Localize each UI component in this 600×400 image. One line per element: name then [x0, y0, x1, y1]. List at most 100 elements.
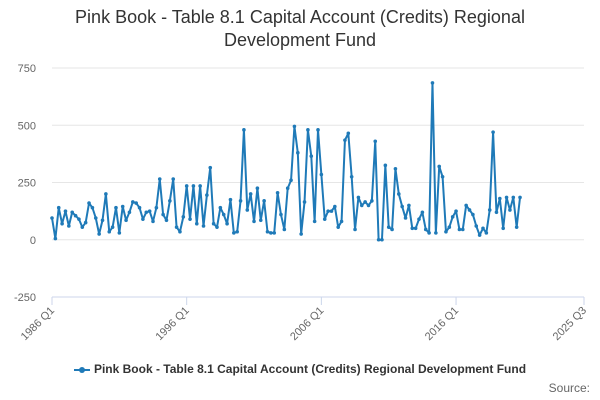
data-point[interactable] [504, 195, 509, 200]
data-point[interactable] [518, 195, 522, 200]
data-point[interactable] [454, 209, 458, 213]
data-point[interactable] [450, 215, 455, 219]
data-point[interactable] [242, 128, 246, 132]
data-point[interactable] [299, 232, 303, 236]
data-point[interactable] [144, 210, 149, 215]
data-point[interactable] [205, 193, 209, 197]
data-point[interactable] [87, 201, 91, 205]
data-point[interactable] [218, 205, 223, 210]
data-point[interactable] [413, 226, 418, 231]
data-point[interactable] [117, 231, 122, 235]
data-point[interactable] [447, 225, 452, 229]
data-point[interactable] [403, 216, 408, 220]
data-point[interactable] [285, 186, 290, 191]
data-point[interactable] [474, 224, 479, 228]
data-point[interactable] [80, 225, 85, 229]
data-point[interactable] [70, 210, 74, 215]
data-point[interactable] [151, 219, 155, 224]
data-point[interactable] [97, 232, 101, 236]
data-point[interactable] [107, 229, 112, 234]
data-point[interactable] [491, 130, 495, 134]
data-point[interactable] [336, 225, 341, 229]
data-point[interactable] [154, 205, 159, 210]
data-point[interactable] [269, 231, 273, 235]
data-point[interactable] [407, 203, 411, 208]
data-point[interactable] [457, 227, 462, 232]
data-point[interactable] [141, 217, 145, 221]
data-point[interactable] [252, 219, 256, 224]
data-point[interactable] [400, 204, 404, 209]
data-point[interactable] [471, 212, 475, 217]
data-point[interactable] [211, 221, 216, 226]
data-point[interactable] [255, 186, 260, 191]
data-point[interactable] [184, 184, 189, 188]
data-point[interactable] [120, 204, 125, 209]
data-point[interactable] [393, 166, 398, 171]
data-point[interactable] [444, 229, 448, 234]
data-point[interactable] [188, 217, 192, 221]
data-point[interactable] [423, 227, 428, 232]
data-point[interactable] [215, 225, 219, 229]
data-point[interactable] [245, 208, 250, 212]
data-point[interactable] [370, 199, 374, 203]
data-point[interactable] [53, 236, 58, 241]
data-point[interactable] [322, 217, 327, 221]
data-point[interactable] [77, 217, 81, 221]
data-point[interactable] [73, 213, 78, 218]
data-point[interactable] [258, 218, 263, 223]
data-point[interactable] [427, 231, 431, 235]
data-point[interactable] [279, 212, 283, 217]
data-point[interactable] [296, 150, 300, 155]
data-point[interactable] [282, 227, 287, 232]
data-point[interactable] [90, 205, 95, 210]
data-point[interactable] [178, 229, 182, 234]
data-point[interactable] [386, 225, 391, 229]
data-point[interactable] [467, 208, 472, 212]
data-point[interactable] [339, 219, 344, 224]
data-point[interactable] [171, 177, 176, 181]
data-point[interactable] [137, 205, 142, 210]
data-point[interactable] [366, 203, 371, 208]
data-point[interactable] [67, 224, 71, 228]
data-point[interactable] [376, 237, 381, 242]
data-point[interactable] [312, 219, 317, 224]
data-point[interactable] [272, 231, 277, 235]
data-point[interactable] [397, 192, 401, 196]
data-point[interactable] [380, 237, 384, 242]
legend[interactable]: Pink Book - Table 8.1 Capital Account (C… [0, 362, 600, 376]
data-point[interactable] [194, 221, 199, 226]
data-point[interactable] [60, 221, 64, 226]
data-point[interactable] [174, 225, 179, 229]
data-point[interactable] [198, 184, 202, 188]
data-point[interactable] [228, 197, 233, 202]
data-point[interactable] [487, 208, 492, 212]
data-point[interactable] [460, 227, 465, 232]
data-point[interactable] [306, 128, 310, 132]
data-point[interactable] [434, 231, 438, 235]
data-point[interactable] [484, 231, 489, 235]
data-point[interactable] [356, 195, 361, 200]
data-point[interactable] [508, 208, 512, 212]
data-point[interactable] [359, 203, 364, 208]
data-point[interactable] [131, 200, 135, 204]
data-point[interactable] [134, 201, 138, 205]
data-point[interactable] [326, 209, 330, 213]
data-point[interactable] [333, 204, 337, 209]
data-point[interactable] [353, 227, 357, 232]
data-point[interactable] [161, 212, 165, 217]
data-point[interactable] [289, 178, 293, 183]
data-point[interactable] [514, 225, 519, 229]
data-point[interactable] [201, 224, 206, 228]
data-point[interactable] [417, 217, 421, 221]
data-point[interactable] [56, 205, 61, 210]
data-point[interactable] [343, 138, 347, 142]
data-point[interactable] [329, 209, 334, 213]
data-point[interactable] [191, 184, 196, 188]
data-point[interactable] [63, 209, 68, 213]
data-point[interactable] [164, 218, 169, 223]
data-point[interactable] [208, 165, 213, 170]
data-point[interactable] [316, 128, 320, 132]
data-point[interactable] [168, 199, 172, 203]
data-point[interactable] [265, 229, 270, 234]
data-point[interactable] [238, 199, 243, 203]
